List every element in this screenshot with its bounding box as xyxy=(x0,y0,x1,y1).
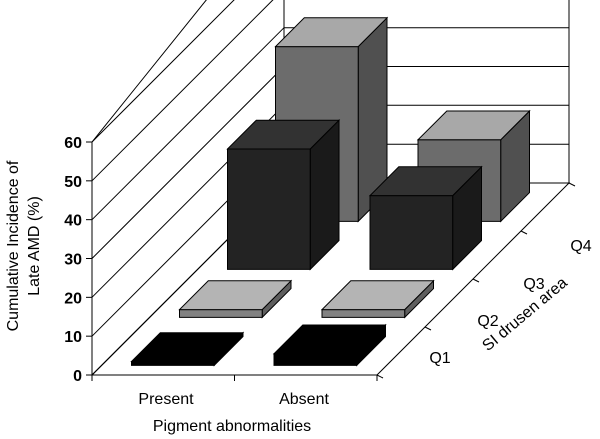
y-tick-label: 40 xyxy=(64,213,82,230)
x-axis-label: Pigment abnormalities xyxy=(153,418,311,435)
bar-q2-present xyxy=(178,279,293,319)
bar-top-face xyxy=(178,280,293,311)
bar-q1-present xyxy=(130,331,245,367)
bar-top-face xyxy=(274,17,389,48)
x-tick-label-present: Present xyxy=(138,391,194,408)
bar-q1-absent xyxy=(272,323,387,367)
z-tick-label-q3: Q3 xyxy=(523,276,544,293)
y-tick-label: 60 xyxy=(64,135,82,152)
gridline xyxy=(91,0,235,143)
y-tick-label: 50 xyxy=(64,174,82,191)
bar-front-face xyxy=(179,309,263,318)
y-tick-label: 0 xyxy=(73,368,82,385)
z-tick xyxy=(520,230,528,235)
bar-top-face xyxy=(272,324,387,355)
bar-front-face xyxy=(369,195,454,270)
z-tick xyxy=(568,182,576,187)
x-tick-label-absent: Absent xyxy=(279,391,329,408)
y-tick-label: 30 xyxy=(64,252,82,269)
z-tick-label-q1: Q1 xyxy=(429,350,450,367)
y-tick-label: 10 xyxy=(64,329,82,346)
bar-front-face xyxy=(227,148,311,270)
y-axis-label-line-2: Late AMD (%) xyxy=(26,196,43,296)
gridline xyxy=(91,27,569,221)
z-tick-label-q2: Q2 xyxy=(477,313,498,330)
bar-front-face xyxy=(321,309,406,318)
z-tick xyxy=(424,326,432,331)
bar-q3-present xyxy=(226,118,341,271)
bar-front-face xyxy=(131,361,215,366)
z-tick xyxy=(472,278,480,283)
gridline xyxy=(91,0,274,182)
bar-q3-absent xyxy=(368,165,483,271)
y-axis-label-line-1: Cumulative Incidence of xyxy=(5,160,22,331)
chart-bars xyxy=(130,16,531,367)
bar-top-face xyxy=(226,119,341,150)
z-tick xyxy=(376,374,384,379)
y-tick-label: 20 xyxy=(64,290,82,307)
bar-top-face xyxy=(368,166,483,197)
bar-top-face xyxy=(416,110,531,141)
y-axis-ticks: 0 10 20 30 40 50 60 xyxy=(64,135,576,385)
bar-front-face xyxy=(273,353,358,366)
bar-top-face xyxy=(130,332,245,362)
z-tick-label-q4: Q4 xyxy=(570,238,591,255)
bar-q2-absent xyxy=(320,279,435,319)
bar-top-face xyxy=(320,280,435,311)
